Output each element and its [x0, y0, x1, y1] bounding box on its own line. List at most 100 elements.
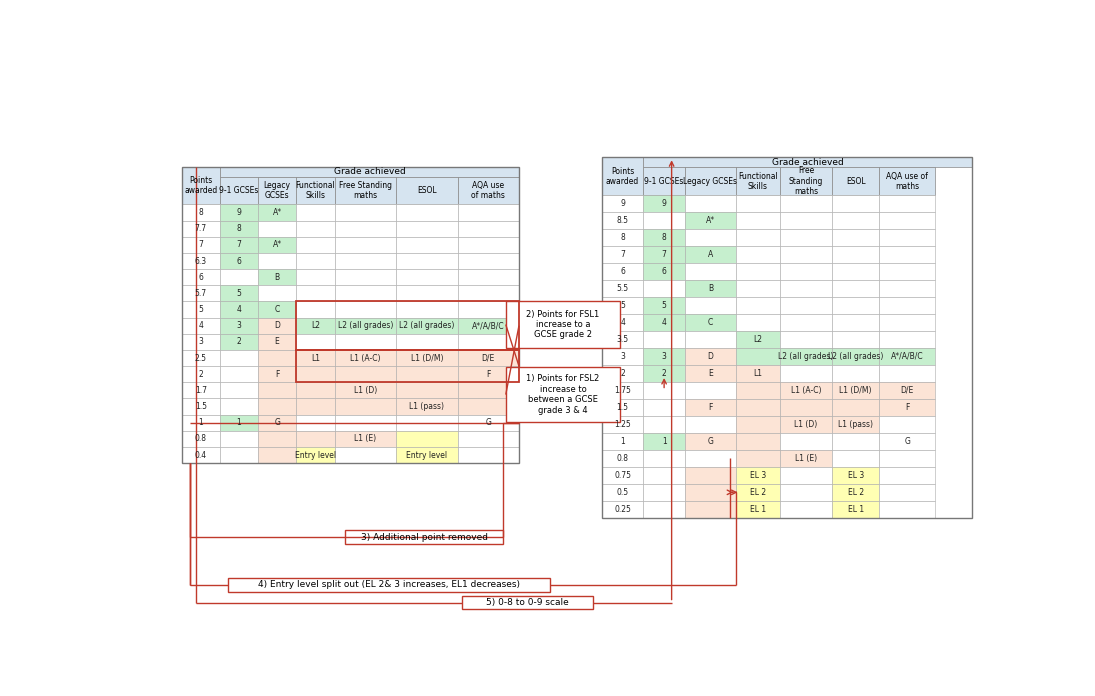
Bar	[258, 415, 296, 431]
Text: 0.25: 0.25	[614, 505, 631, 514]
Bar	[458, 205, 519, 221]
Text: 0.5: 0.5	[616, 488, 629, 497]
Text: L1 (A-C): L1 (A-C)	[791, 386, 821, 395]
Text: Legacy GCSEs: Legacy GCSEs	[683, 177, 737, 186]
Bar	[832, 331, 879, 348]
Bar	[258, 398, 296, 415]
Bar	[220, 431, 258, 447]
Text: L1: L1	[311, 354, 320, 363]
Bar	[780, 416, 832, 433]
Bar	[644, 314, 684, 331]
Text: 1) Points for FSL2
increase to
between a GCSE
grade 3 & 4: 1) Points for FSL2 increase to between a…	[527, 374, 600, 415]
Bar	[644, 467, 684, 484]
Text: L1 (D): L1 (D)	[354, 386, 377, 395]
Bar	[258, 221, 296, 237]
Bar	[644, 484, 684, 501]
Bar	[396, 301, 458, 317]
Bar	[780, 382, 832, 399]
Bar	[182, 269, 220, 285]
Bar	[879, 212, 935, 229]
Bar	[182, 366, 220, 382]
Bar	[602, 382, 644, 399]
Bar	[736, 314, 780, 331]
Bar	[396, 177, 458, 205]
Bar	[879, 314, 935, 331]
Text: 7: 7	[620, 250, 625, 259]
Text: D: D	[707, 352, 713, 361]
Bar	[644, 195, 684, 212]
Bar	[182, 301, 220, 317]
Text: L1 (A-C): L1 (A-C)	[350, 354, 381, 363]
Bar	[296, 350, 335, 366]
Bar	[296, 415, 335, 431]
Bar	[602, 484, 644, 501]
Bar	[780, 348, 832, 365]
Bar	[396, 317, 458, 334]
Bar	[879, 484, 935, 501]
Bar	[832, 229, 879, 246]
Text: 2: 2	[237, 338, 241, 347]
Bar	[684, 433, 736, 450]
Bar	[736, 229, 780, 246]
Bar	[780, 246, 832, 263]
Text: 1.5: 1.5	[195, 402, 207, 411]
Bar	[832, 484, 879, 501]
Bar	[780, 467, 832, 484]
Bar	[335, 431, 396, 447]
Text: F: F	[486, 370, 491, 379]
Bar	[879, 331, 935, 348]
Bar	[396, 447, 458, 463]
Bar	[832, 280, 879, 297]
Text: 6: 6	[661, 267, 667, 276]
Bar	[296, 317, 335, 334]
Bar	[832, 399, 879, 416]
Bar	[220, 269, 258, 285]
Bar	[684, 229, 736, 246]
Bar	[879, 450, 935, 467]
Bar	[644, 280, 684, 297]
Bar	[258, 447, 296, 463]
Bar	[684, 450, 736, 467]
Bar	[458, 317, 519, 334]
Bar	[296, 334, 335, 350]
Text: 8: 8	[237, 224, 241, 233]
Bar	[644, 382, 684, 399]
Text: 3: 3	[198, 338, 204, 347]
Text: A*: A*	[706, 216, 715, 225]
Bar	[296, 237, 335, 253]
Text: D/E: D/E	[482, 354, 495, 363]
Bar	[458, 177, 519, 205]
Bar	[335, 447, 396, 463]
Text: L1 (D): L1 (D)	[794, 420, 818, 429]
Bar	[736, 348, 780, 365]
Text: ESOL: ESOL	[417, 186, 437, 195]
Bar	[780, 450, 832, 467]
Bar	[458, 334, 519, 350]
Bar	[396, 350, 458, 366]
Text: EL 2: EL 2	[848, 488, 864, 497]
Bar	[335, 269, 396, 285]
Bar	[832, 467, 879, 484]
Bar	[506, 301, 621, 347]
Text: Entry level: Entry level	[295, 450, 336, 459]
Bar	[780, 399, 832, 416]
Text: 5.7: 5.7	[195, 289, 207, 298]
Text: 5: 5	[620, 301, 625, 310]
Bar	[220, 237, 258, 253]
Text: 2: 2	[198, 370, 204, 379]
Bar	[736, 467, 780, 484]
Bar	[780, 195, 832, 212]
Bar	[684, 263, 736, 280]
Bar	[458, 415, 519, 431]
Bar	[602, 331, 644, 348]
Bar	[258, 431, 296, 447]
Bar	[736, 246, 780, 263]
Bar	[458, 382, 519, 398]
Bar	[780, 280, 832, 297]
Bar	[258, 177, 296, 205]
Bar	[644, 450, 684, 467]
Text: G: G	[274, 418, 280, 427]
Bar	[602, 195, 644, 212]
Bar	[335, 415, 396, 431]
Bar	[296, 221, 335, 237]
